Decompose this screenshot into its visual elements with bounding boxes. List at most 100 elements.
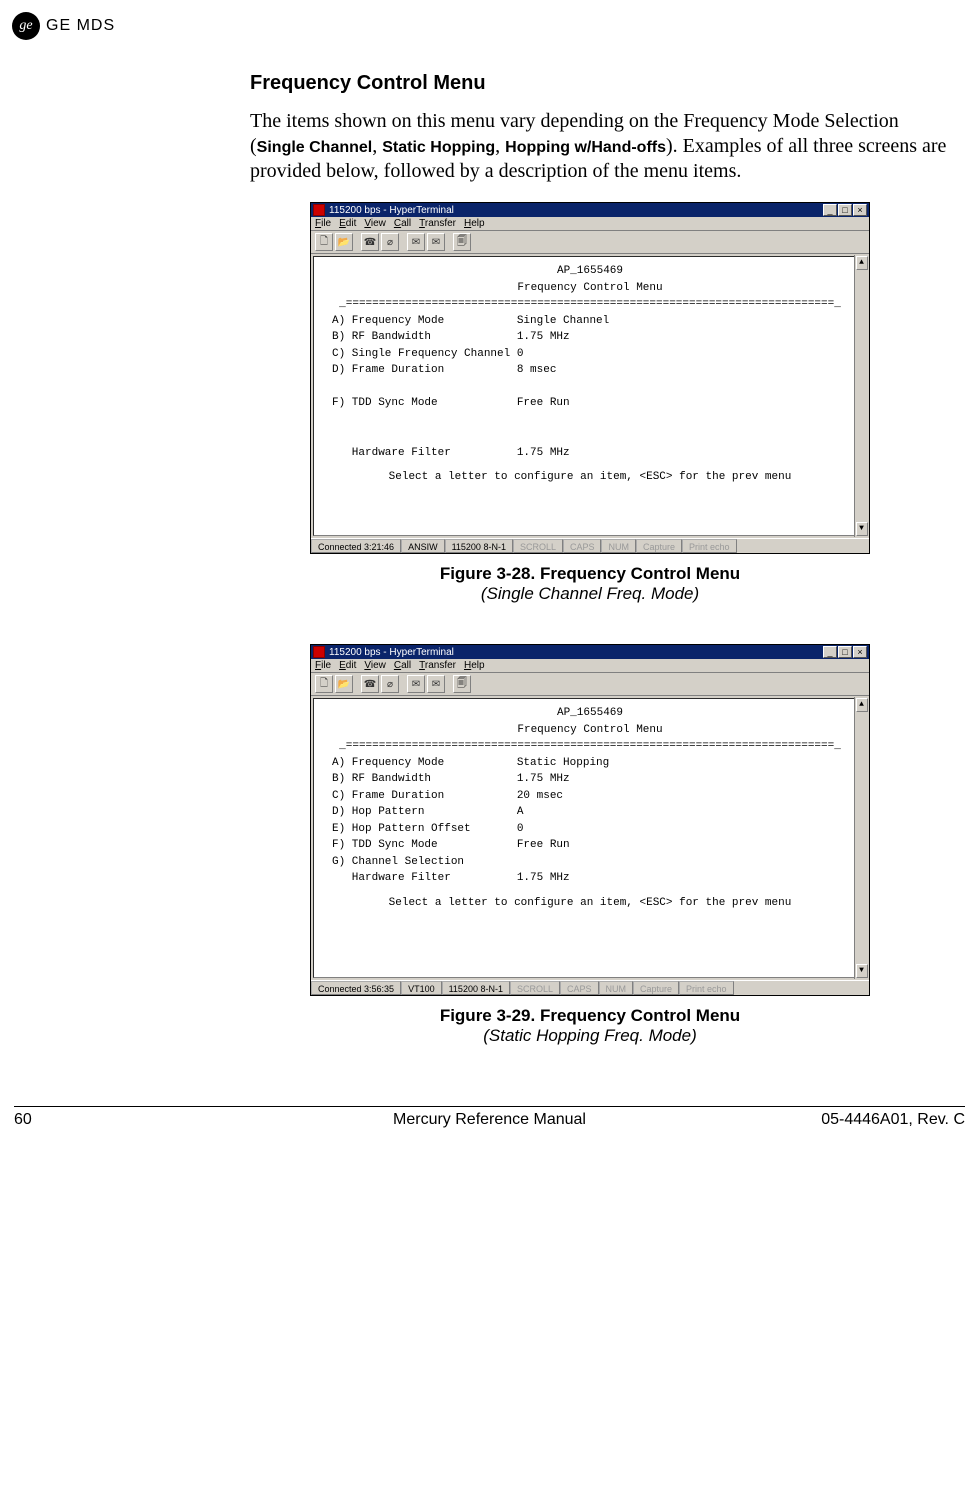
menubar: File Edit View Call Transfer Help [311,217,869,231]
terminal-screen-title: Frequency Control Menu [320,722,860,739]
terminal-row [320,428,860,445]
ge-badge-icon: ge [12,12,40,40]
menu-call[interactable]: Call [394,218,411,229]
toolbar-disconnect-icon[interactable]: ⌀ [381,233,399,251]
terminal-row: B) RF Bandwidth 1.75 MHz [320,771,860,788]
menu-file[interactable]: File [315,218,331,229]
toolbar-properties-icon[interactable]: 🗐 [453,233,471,251]
status-connected: Connected 3:21:46 [311,539,401,553]
status-capture: Capture [636,539,682,553]
status-capture: Capture [633,981,679,995]
menu-help[interactable]: Help [464,660,485,671]
terminal-row: A) Frequency Mode Single Channel [320,313,860,330]
menu-help[interactable]: Help [464,218,485,229]
toolbar-new-icon[interactable]: 🗋 [315,675,333,693]
menu-edit[interactable]: Edit [339,660,356,671]
menu-transfer[interactable]: Transfer [419,660,456,671]
status-caps: CAPS [563,539,602,553]
toolbar-send-icon[interactable]: ✉ [407,233,425,251]
terminal-prompt: Select a letter to configure an item, <E… [320,469,860,486]
window-title: 115200 bps - HyperTerminal [329,205,454,216]
terminal-row: B) RF Bandwidth 1.75 MHz [320,329,860,346]
toolbar-receive-icon[interactable]: ✉ [427,233,445,251]
toolbar-send-icon[interactable]: ✉ [407,675,425,693]
toolbar-open-icon[interactable]: 📂 [335,233,353,251]
menu-call[interactable]: Call [394,660,411,671]
status-emulation: VT100 [401,981,442,995]
minimize-button[interactable]: _ [823,204,837,216]
terminal-row: G) Channel Selection [320,854,860,871]
footer-page-number: 60 [14,1111,214,1129]
menu-edit[interactable]: Edit [339,218,356,229]
hyperterminal-window: 115200 bps - HyperTerminal _ □ × File Ed… [310,644,870,996]
terminal-row: D) Hop Pattern A [320,804,860,821]
menubar: File Edit View Call Transfer Help [311,659,869,673]
maximize-button[interactable]: □ [838,204,852,216]
para-sep: , [372,135,382,157]
scroll-down-icon[interactable]: ▼ [856,522,868,536]
window-title: 115200 bps - HyperTerminal [329,647,454,658]
close-button[interactable]: × [853,646,867,658]
window-titlebar: 115200 bps - HyperTerminal _ □ × [311,645,869,659]
terminal-row [320,379,860,396]
terminal-row: D) Frame Duration 8 msec [320,362,860,379]
terminal-body: AP_1655469 Frequency Control Menu _=====… [313,256,867,536]
minimize-button[interactable]: _ [823,646,837,658]
status-port: 115200 8-N-1 [445,539,513,553]
toolbar-connect-icon[interactable]: ☎ [361,675,379,693]
figure-1: 115200 bps - HyperTerminal _ □ × File Ed… [310,202,870,554]
status-num: NUM [599,981,634,995]
status-bar: Connected 3:56:35 VT100 115200 8-N-1 SCR… [311,980,869,995]
caption-sub: (Static Hopping Freq. Mode) [310,1026,870,1046]
toolbar-disconnect-icon[interactable]: ⌀ [381,675,399,693]
window-controls: _ □ × [823,204,867,216]
status-print: Print echo [679,981,734,995]
terminal-row: F) TDD Sync Mode Free Run [320,837,860,854]
scrollbar[interactable]: ▲ ▼ [854,697,868,979]
mode-static: Static Hopping [382,139,495,156]
caption-title: Figure 3-28. Frequency Control Menu [310,564,870,584]
menu-transfer[interactable]: Transfer [419,218,456,229]
toolbar-new-icon[interactable]: 🗋 [315,233,333,251]
terminal-row: C) Frame Duration 20 msec [320,788,860,805]
toolbar: 🗋 📂 ☎ ⌀ ✉ ✉ 🗐 [311,231,869,254]
window-titlebar: 115200 bps - HyperTerminal _ □ × [311,203,869,217]
scroll-up-icon[interactable]: ▲ [856,256,868,270]
window-controls: _ □ × [823,646,867,658]
terminal-header: AP_1655469 [320,263,860,280]
status-caps: CAPS [560,981,599,995]
terminal-row: E) Hop Pattern Offset 0 [320,821,860,838]
scroll-up-icon[interactable]: ▲ [856,698,868,712]
terminal-row: F) TDD Sync Mode Free Run [320,395,860,412]
toolbar-open-icon[interactable]: 📂 [335,675,353,693]
maximize-button[interactable]: □ [838,646,852,658]
status-port: 115200 8-N-1 [442,981,510,995]
status-scroll: SCROLL [513,539,563,553]
rule-line: _=======================================… [320,296,860,313]
scroll-down-icon[interactable]: ▼ [856,964,868,978]
status-bar: Connected 3:21:46 ANSIW 115200 8-N-1 SCR… [311,538,869,553]
terminal-prompt: Select a letter to configure an item, <E… [320,895,860,912]
toolbar-properties-icon[interactable]: 🗐 [453,675,471,693]
toolbar-receive-icon[interactable]: ✉ [427,675,445,693]
menu-view[interactable]: View [364,218,386,229]
close-button[interactable]: × [853,204,867,216]
para-sep: , [495,135,505,157]
terminal-row: C) Single Frequency Channel 0 [320,346,860,363]
brand-text: GE MDS [46,17,115,35]
caption-title: Figure 3-29. Frequency Control Menu [310,1006,870,1026]
content-area: Frequency Control Menu The items shown o… [0,42,979,1046]
menu-file[interactable]: File [315,660,331,671]
figure-1-caption: Figure 3-28. Frequency Control Menu (Sin… [310,564,870,604]
toolbar-connect-icon[interactable]: ☎ [361,233,379,251]
scrollbar[interactable]: ▲ ▼ [854,255,868,537]
terminal-header: AP_1655469 [320,705,860,722]
mode-hopping: Hopping w/Hand-offs [505,139,666,156]
hyperterminal-window: 115200 bps - HyperTerminal _ □ × File Ed… [310,202,870,554]
toolbar: 🗋 📂 ☎ ⌀ ✉ ✉ 🗐 [311,673,869,696]
status-connected: Connected 3:56:35 [311,981,401,995]
menu-view[interactable]: View [364,660,386,671]
app-icon [313,646,325,658]
footer-title: Mercury Reference Manual [214,1111,765,1129]
status-scroll: SCROLL [510,981,560,995]
